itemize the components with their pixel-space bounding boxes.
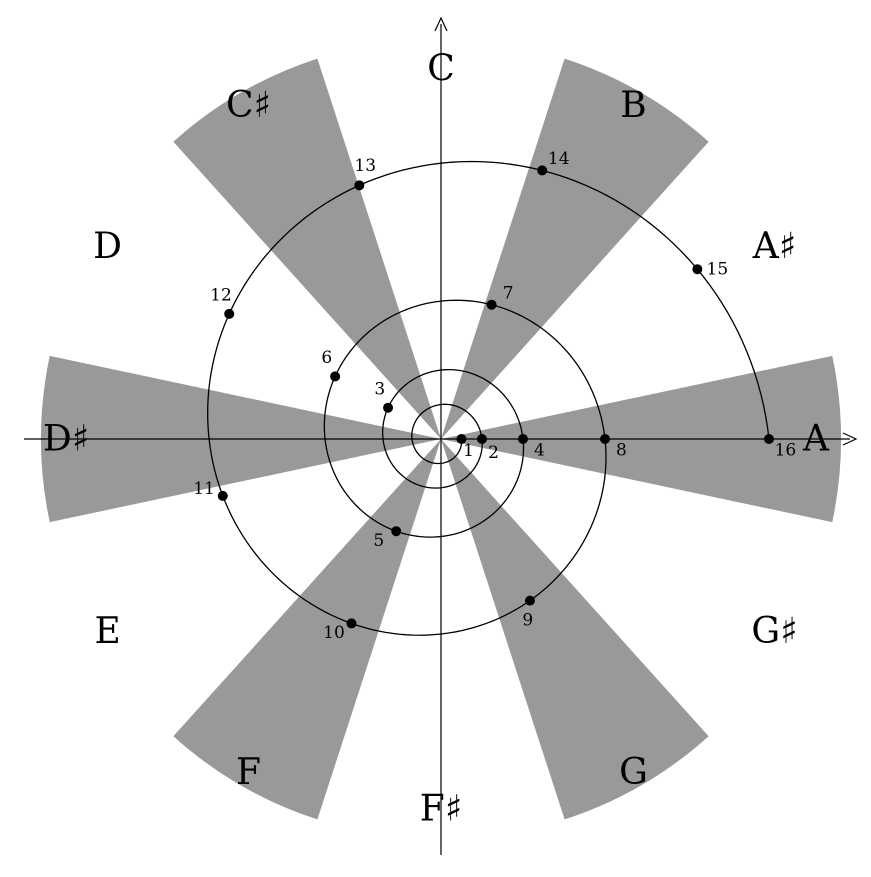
harmonic-point-4 <box>518 434 528 444</box>
harmonic-point-8 <box>600 434 610 444</box>
sector-f <box>173 439 441 820</box>
harmonic-label-3: 3 <box>374 379 385 399</box>
harmonic-point-14 <box>537 165 548 176</box>
note-label-c-sharp: C♯ <box>226 85 271 126</box>
y-axis-arrowhead <box>434 16 448 32</box>
harmonic-label-5: 5 <box>373 531 384 551</box>
harmonic-point-7 <box>486 299 497 310</box>
note-label-c: C <box>427 49 455 90</box>
harmonic-label-9: 9 <box>522 611 533 631</box>
harmonic-point-1 <box>456 434 467 444</box>
x-axis-arrowhead <box>842 432 858 446</box>
harmonic-point-11 <box>217 490 228 501</box>
harmonic-label-14: 14 <box>548 149 570 169</box>
harmonic-point-10 <box>346 618 357 629</box>
axes-group <box>24 16 858 855</box>
harmonic-label-12: 12 <box>210 286 232 306</box>
sector-b <box>441 58 709 439</box>
note-label-e: E <box>94 611 120 652</box>
harmonic-point-6 <box>330 371 341 382</box>
harmonic-point-3 <box>383 402 394 413</box>
note-label-d-sharp: D♯ <box>43 419 89 460</box>
harmonic-point-5 <box>391 526 402 537</box>
harmonic-label-15: 15 <box>707 260 729 280</box>
harmonic-label-10: 10 <box>323 623 345 643</box>
note-label-a-sharp: A♯ <box>752 226 796 267</box>
harmonic-point-16 <box>764 434 774 444</box>
harmonic-label-13: 13 <box>354 156 376 176</box>
harmonic-points-group <box>217 165 774 629</box>
harmonic-point-2 <box>477 434 487 444</box>
harmonic-label-16: 16 <box>775 440 797 460</box>
note-label-a: A <box>802 419 830 460</box>
harmonic-label-4: 4 <box>534 440 545 460</box>
harmonic-label-11: 11 <box>193 479 215 499</box>
note-label-f: F <box>236 752 261 793</box>
sector-c-sharp <box>173 58 441 439</box>
harmonic-label-7: 7 <box>503 283 514 303</box>
note-label-d: D <box>93 226 122 267</box>
harmonic-point-12 <box>224 308 235 319</box>
harmonic-point-13 <box>354 180 365 191</box>
harmonic-label-6: 6 <box>321 348 332 368</box>
harmonic-label-1: 1 <box>463 441 474 461</box>
note-label-g: G <box>619 752 648 793</box>
note-label-b: B <box>620 85 646 126</box>
note-label-g-sharp: G♯ <box>751 611 797 652</box>
harmonic-point-9 <box>524 595 535 606</box>
note-labels-group: C B A♯ A G♯ G F♯ F E D♯ D C♯ <box>43 49 830 830</box>
harmonic-label-2: 2 <box>488 443 499 463</box>
note-label-f-sharp: F♯ <box>420 789 462 830</box>
harmonic-label-8: 8 <box>616 440 627 460</box>
sector-g <box>441 439 709 820</box>
harmonic-point-15 <box>692 264 703 275</box>
